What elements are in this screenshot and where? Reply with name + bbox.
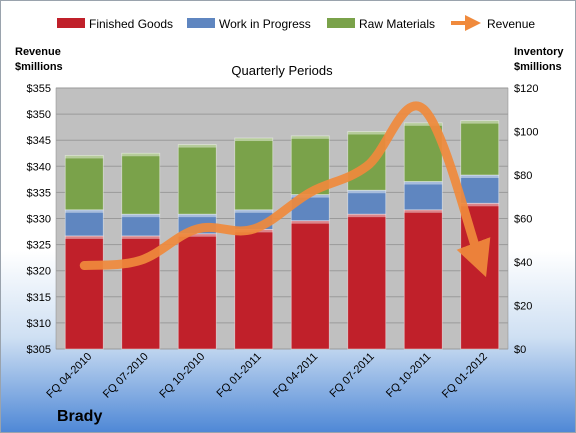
bar-work-in-progress <box>65 209 104 236</box>
legend-label-raw-materials: Raw Materials <box>359 17 435 31</box>
company-name: Brady <box>57 408 102 425</box>
bar-top-highlight <box>347 131 386 135</box>
y-left-tick-label: $345 <box>27 135 51 147</box>
bar-work-in-progress <box>460 175 499 204</box>
y-right-tick-label: $60 <box>514 214 532 226</box>
bar-work-in-progress <box>121 214 160 236</box>
y-left-tick-label: $355 <box>27 83 51 95</box>
y-left-title-line1: Revenue <box>15 46 61 58</box>
y-right-tick-label: $20 <box>514 301 532 313</box>
x-axis: FQ 04-2010 FQ 07-2010 FQ 10-2010 FQ 01-2011… <box>44 351 489 401</box>
y-left-title-line2: $millions <box>15 61 63 73</box>
y-right-axis: $0 $20 $40 $60 $80 $100 $120 <box>514 83 538 356</box>
bar-top-highlight <box>460 175 499 178</box>
y-right-tick-label: $80 <box>514 170 532 182</box>
x-tick-label: FQ 04-2011 <box>271 351 320 400</box>
bar-top-highlight <box>65 209 104 213</box>
bar-finished-goods <box>347 214 386 349</box>
x-tick-label: FQ 01-2011 <box>214 351 263 400</box>
bar-top-highlight <box>404 209 443 213</box>
legend-swatch-raw-materials <box>327 18 355 28</box>
x-tick-label: FQ 01-2012 <box>440 351 490 401</box>
bar-top-highlight <box>178 144 217 148</box>
bar-top-highlight <box>347 190 386 194</box>
bar-finished-goods <box>234 229 273 349</box>
bar-finished-goods <box>291 220 330 349</box>
y-left-tick-label: $320 <box>27 266 51 278</box>
x-tick-label: FQ 04-2010 <box>44 351 94 401</box>
bar-top-highlight <box>121 153 160 157</box>
x-tick-label: FQ 07-2010 <box>101 351 151 401</box>
bar-top-highlight <box>65 155 104 159</box>
bar-top-highlight <box>178 214 217 218</box>
bar-work-in-progress <box>347 190 386 215</box>
bar-top-highlight <box>234 209 273 213</box>
y-right-title-line2: $millions <box>514 61 562 73</box>
bar-work-in-progress <box>404 181 443 210</box>
legend: Finished Goods Work in Progress Raw Mate… <box>57 15 535 31</box>
legend-label-work-in-progress: Work in Progress <box>219 17 311 31</box>
y-right-title-line1: Inventory <box>514 46 564 58</box>
bar-finished-goods <box>178 233 217 349</box>
bar-finished-goods <box>65 235 104 349</box>
bar-top-highlight <box>65 235 104 239</box>
bar-top-highlight <box>178 233 217 237</box>
legend-swatch-finished-goods <box>57 18 85 28</box>
bar-outline <box>347 131 387 191</box>
y-right-tick-label: $0 <box>514 344 526 356</box>
bar-raw-materials <box>460 120 499 175</box>
bars-group <box>64 120 500 350</box>
y-right-tick-label: $100 <box>514 127 538 139</box>
bar-raw-materials <box>65 155 104 210</box>
bar-outline <box>64 155 104 211</box>
legend-label-finished-goods: Finished Goods <box>89 17 173 31</box>
y-left-axis: $305 $310 $315 $320 $325 $330 $335 $340 $345 $350… <box>27 83 51 356</box>
bar-outline <box>121 152 161 215</box>
bar-top-highlight <box>404 122 443 126</box>
x-tick-label: FQ 07-2011 <box>327 351 376 400</box>
bar-raw-materials <box>178 144 217 215</box>
legend-label-revenue: Revenue <box>487 17 535 31</box>
bar-raw-materials <box>121 153 160 215</box>
bar-top-highlight <box>291 135 330 139</box>
bar-top-highlight <box>234 138 273 142</box>
revenue-line <box>79 101 491 278</box>
bar-top-highlight <box>404 181 443 185</box>
revenue-series <box>79 101 491 278</box>
chart-title: Quarterly Periods <box>231 63 333 78</box>
y-right-tick-label: $40 <box>514 257 532 269</box>
bar-top-highlight <box>460 203 499 207</box>
bar-top-highlight <box>121 235 160 239</box>
bar-top-highlight <box>347 214 386 218</box>
y-left-tick-label: $310 <box>27 318 51 330</box>
x-tick-label: FQ 10-2011 <box>384 351 433 400</box>
y-right-tick-label: $120 <box>514 83 538 95</box>
y-left-tick-label: $325 <box>27 240 51 252</box>
y-left-tick-label: $340 <box>27 161 51 173</box>
bar-top-highlight <box>121 214 160 218</box>
bar-raw-materials <box>234 138 273 210</box>
bar-outline <box>234 137 274 211</box>
bar-finished-goods <box>404 209 443 349</box>
legend-swatch-work-in-progress <box>187 18 215 28</box>
bar-top-highlight <box>291 220 330 224</box>
bar-outline <box>460 120 500 176</box>
bar-top-highlight <box>460 120 499 124</box>
bar-outline <box>177 144 217 215</box>
y-left-tick-label: $350 <box>27 109 51 121</box>
y-left-tick-label: $335 <box>27 187 51 199</box>
y-left-tick-label: $315 <box>27 292 51 304</box>
y-left-tick-label: $305 <box>27 344 51 356</box>
x-tick-label: FQ 10-2010 <box>157 351 207 401</box>
y-left-tick-label: $330 <box>27 214 51 226</box>
